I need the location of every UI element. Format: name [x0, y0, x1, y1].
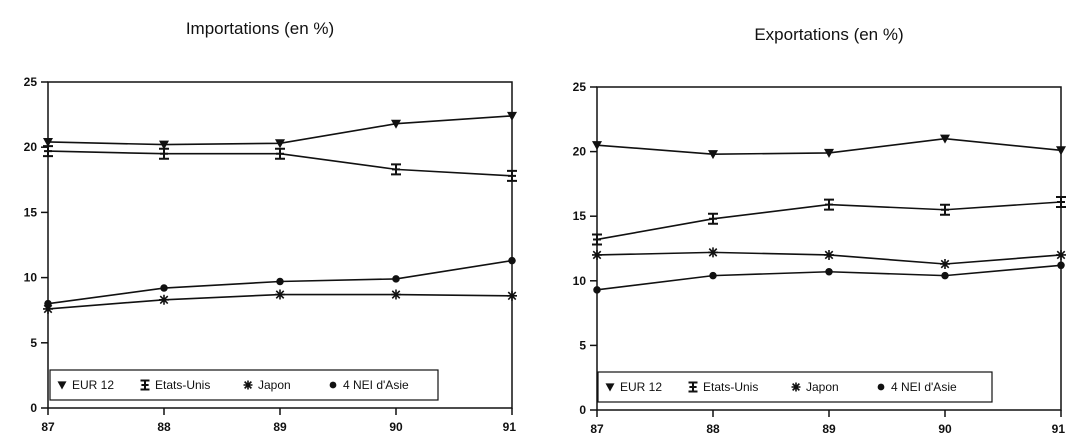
data-point	[43, 137, 53, 147]
data-point	[1056, 146, 1066, 156]
chart-panel-1: Importations (en %) 0 5 10 15 20 25 87 88 89 90 91 E…	[24, 19, 517, 434]
data-point	[824, 148, 834, 158]
data-point	[824, 198, 834, 211]
y-tick-label: 20	[573, 145, 587, 159]
data-point	[508, 256, 516, 265]
legend-marker	[140, 379, 150, 391]
series-circle	[44, 256, 516, 308]
y-tick-label: 15	[573, 209, 587, 223]
data-point	[1056, 249, 1066, 260]
chart-title: Exportations (en %)	[754, 25, 903, 44]
data-point	[1057, 261, 1065, 270]
data-point	[159, 140, 169, 150]
x-tick-label: 88	[706, 422, 720, 436]
data-point	[159, 147, 169, 160]
legend-label: 4 NEI d'Asie	[891, 380, 957, 394]
legend-marker	[791, 382, 801, 392]
x-tick-label: 88	[157, 420, 171, 434]
series-circle	[593, 261, 1065, 294]
x-tick-label: 91	[1052, 422, 1066, 436]
legend-marker	[688, 381, 698, 393]
y-tick-label: 0	[579, 403, 586, 417]
legend-label: EUR 12	[72, 378, 114, 392]
y-tick-label: 10	[573, 274, 587, 288]
data-point	[159, 294, 169, 305]
y-tick-label: 10	[24, 271, 38, 285]
data-point	[507, 111, 517, 121]
data-point	[275, 147, 285, 160]
data-point	[940, 134, 950, 144]
series-triangle-down	[43, 111, 517, 150]
legend-label: Japon	[258, 378, 291, 392]
x-tick-label: 91	[503, 420, 517, 434]
series-asterisk	[43, 289, 517, 314]
y-tick-label: 25	[573, 80, 587, 94]
legend-label: Japon	[806, 380, 839, 394]
data-point	[391, 163, 401, 176]
data-point	[275, 289, 285, 300]
legend-marker	[329, 381, 337, 389]
series-i-beam	[592, 195, 1066, 246]
data-point	[592, 249, 602, 260]
series-asterisk	[592, 247, 1066, 270]
data-point	[507, 169, 517, 182]
series-triangle-down	[592, 134, 1066, 160]
legend-marker	[243, 380, 253, 390]
chart-panel-2: Exportations (en %) 0 5 10 15 20 25 87 88 89 90 91 E…	[573, 25, 1066, 436]
data-point	[824, 249, 834, 260]
legend-marker	[877, 383, 885, 391]
legend-marker	[57, 381, 67, 390]
x-tick-label: 89	[822, 422, 836, 436]
legend-label: EUR 12	[620, 380, 662, 394]
plot-frame	[47, 81, 513, 409]
x-tick-label: 87	[590, 422, 604, 436]
x-tick-label: 89	[273, 420, 287, 434]
y-tick-label: 5	[579, 338, 586, 352]
data-point	[391, 289, 401, 300]
y-tick-label: 15	[24, 205, 38, 219]
legend: EUR 12 Etats-Unis Japon 4 NEI d'Asie	[597, 371, 993, 403]
plot-frame	[596, 86, 1062, 411]
data-point	[507, 290, 517, 301]
data-point	[593, 286, 601, 294]
data-point	[592, 141, 602, 151]
legend: EUR 12 Etats-Unis Japon 4 NEI d'Asie	[49, 369, 439, 401]
data-point	[276, 277, 284, 286]
data-point	[941, 271, 949, 280]
data-point	[708, 247, 718, 258]
series-i-beam	[43, 145, 517, 182]
data-point	[1056, 195, 1066, 208]
data-point	[392, 275, 400, 283]
data-point	[43, 303, 53, 314]
y-tick-label: 5	[30, 336, 37, 350]
x-tick-label: 90	[938, 422, 952, 436]
data-point	[825, 268, 833, 276]
data-point	[160, 284, 168, 292]
x-tick-label: 87	[41, 420, 55, 434]
legend-label: Etats-Unis	[703, 380, 758, 394]
data-point	[44, 299, 52, 308]
legend-label: Etats-Unis	[155, 378, 210, 392]
data-point	[708, 150, 718, 160]
x-tick-label: 90	[389, 420, 403, 434]
data-point	[592, 233, 602, 246]
y-tick-label: 20	[24, 140, 38, 154]
legend-marker	[605, 383, 615, 392]
y-tick-label: 0	[30, 401, 37, 415]
data-point	[708, 212, 718, 225]
data-point	[275, 139, 285, 149]
chart-title: Importations (en %)	[186, 19, 334, 38]
data-point	[43, 145, 53, 158]
data-point	[391, 119, 401, 129]
data-point	[709, 271, 717, 280]
data-point	[940, 203, 950, 216]
data-point	[940, 259, 950, 270]
y-tick-label: 25	[24, 75, 38, 89]
legend-label: 4 NEI d'Asie	[343, 378, 409, 392]
